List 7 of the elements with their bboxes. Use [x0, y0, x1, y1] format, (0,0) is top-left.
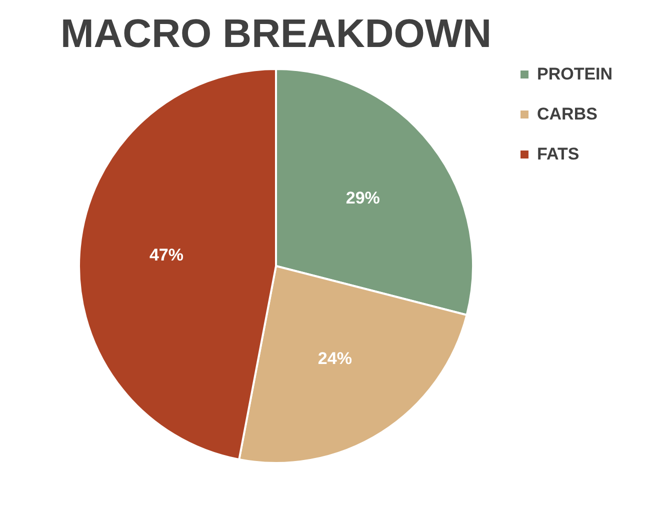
- legend-label: FATS: [537, 144, 580, 164]
- legend-label: PROTEIN: [537, 64, 613, 84]
- chart-title: MACRO BREAKDOWN: [60, 12, 492, 56]
- data-label: 47%: [149, 246, 184, 265]
- data-label: 24%: [318, 348, 352, 368]
- data-label: 29%: [346, 188, 380, 208]
- legend-label: CARBS: [537, 104, 598, 124]
